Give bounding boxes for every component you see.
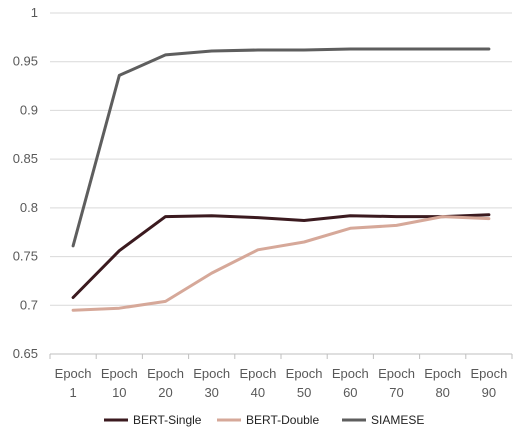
x-tick-label: Epoch 1 — [55, 366, 92, 400]
x-axis-ticks: Epoch 1 Epoch 10 Epoch 20 Epoch 30 Epoch 40 Epoch 5… — [49, 354, 513, 400]
x-tick-label: Epoch 30 — [193, 366, 230, 400]
y-axis-ticks: 0.65 0.7 0.75 0.8 0.85 0.9 0.95 1 — [13, 5, 38, 361]
x-tick-label: Epoch 50 — [286, 366, 323, 400]
series-line-siamese — [71, 47, 491, 248]
legend-label: SIAMESE — [371, 413, 424, 427]
x-tick-label: Epoch 20 — [147, 366, 184, 400]
y-tick-label: 0.9 — [20, 102, 38, 117]
y-tick-label: 0.65 — [13, 346, 38, 361]
grid-lines — [50, 12, 512, 355]
y-tick-label: 0.95 — [13, 54, 38, 69]
legend-label: BERT-Single — [133, 413, 202, 427]
x-tick-label: Epoch 10 — [101, 366, 138, 400]
legend: BERT-Single BERT-Double SIAMESE — [104, 413, 424, 427]
x-tick-label: Epoch 90 — [470, 366, 507, 400]
y-tick-label: 0.7 — [20, 297, 38, 312]
x-tick-label: Epoch 70 — [378, 366, 415, 400]
x-tick-label: Epoch 80 — [424, 366, 461, 400]
series-line-bert-double — [71, 215, 491, 312]
x-tick-label: Epoch 40 — [239, 366, 276, 400]
series-line-bert-single — [71, 213, 491, 299]
y-tick-label: 1 — [31, 5, 38, 20]
y-tick-label: 0.75 — [13, 249, 38, 264]
y-tick-label: 0.8 — [20, 200, 38, 215]
series-lines — [71, 47, 491, 312]
legend-label: BERT-Double — [246, 413, 319, 427]
x-tick-label: Epoch 60 — [332, 366, 369, 400]
y-tick-label: 0.85 — [13, 151, 38, 166]
